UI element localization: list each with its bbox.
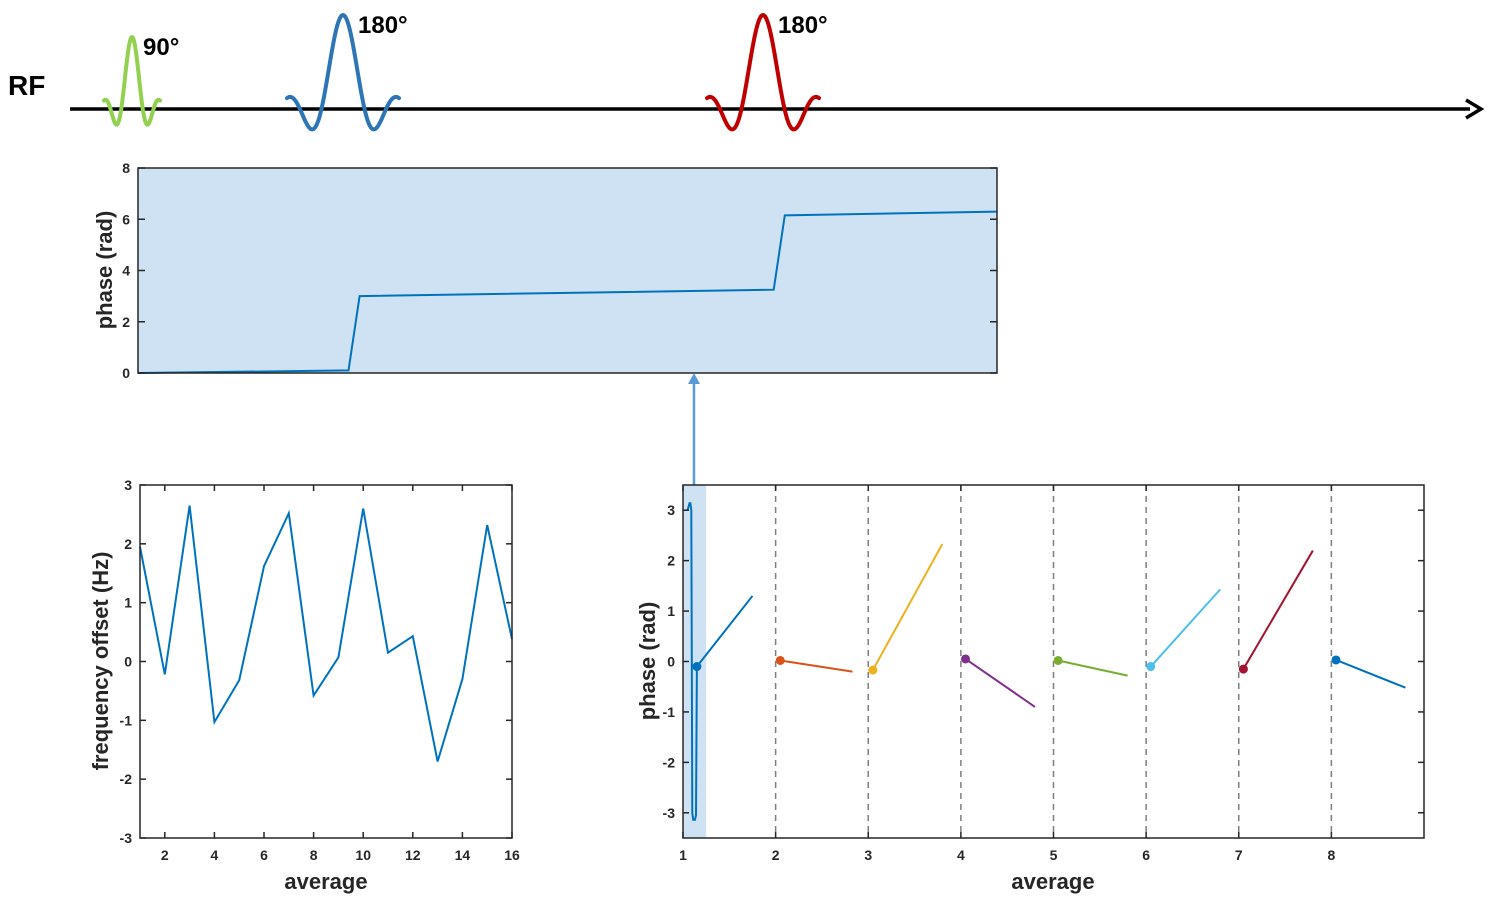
phase-evolution-ytick-label: 2 [122, 314, 130, 330]
phase-per-average-xtick-label: 4 [957, 847, 965, 863]
frequency-offset-xtick-label: 8 [310, 847, 318, 863]
phase-per-average-xtick-label: 6 [1142, 847, 1150, 863]
phase-evolution-ytick-label: 6 [122, 211, 130, 227]
phase-evolution-plot-background [138, 168, 997, 373]
frequency-offset-xtick-label: 4 [211, 847, 219, 863]
phase-evolution-chart: 0 2 4 6 8 phase (rad) [92, 160, 998, 381]
pulse-90-label: 90° [143, 34, 179, 61]
frequency-offset-ytick-label: -1 [120, 712, 133, 728]
frequency-offset-line [139, 505, 513, 762]
rf-pulse-180-second [705, 13, 821, 132]
frequency-offset-ytick-label: 3 [124, 477, 132, 493]
rf-axis-arrowhead [1465, 98, 1485, 120]
phase-start-point-4 [961, 654, 971, 664]
phase-segment-6 [1150, 588, 1221, 668]
rf-label: RF [8, 70, 45, 101]
pulse-180-second-label: 180° [778, 12, 828, 39]
zoom-connector-arrow [688, 373, 700, 485]
frequency-offset-ytick-label: 2 [124, 536, 132, 552]
phase-segment-5 [1057, 659, 1128, 677]
frequency-offset-xtick-label: 14 [455, 847, 471, 863]
phase-evolution-ytick-label: 0 [122, 365, 130, 381]
phase-per-average-ytick-label: -3 [663, 805, 676, 821]
phase-evolution-line [137, 210, 998, 374]
highlight-band [683, 485, 707, 838]
rf-pulse-180-first [285, 13, 401, 132]
phase-evolution-ytick-label: 8 [122, 160, 130, 176]
phase-per-average-ytick-label: 3 [667, 502, 675, 518]
phase-segment-3 [872, 543, 944, 671]
frequency-offset-ylabel: frequency offset (Hz) [88, 552, 113, 771]
phase-segment-2 [780, 659, 853, 673]
frequency-offset-xtick-label: 16 [504, 847, 520, 863]
phase-segment-7 [1242, 550, 1314, 670]
phase-per-average-xtick-label: 8 [1327, 847, 1335, 863]
phase-per-average-chart: -3 -2 -1 0 1 2 3 1 2 3 4 5 6 7 8 average phase (rad) [635, 484, 1425, 894]
phase-per-average-ytick-label: 1 [667, 603, 675, 619]
phase-per-average-ylabel: phase (rad) [635, 602, 660, 721]
phase-start-point-1 [692, 662, 702, 672]
rf-pulse-90 [102, 35, 162, 127]
phase-per-average-ytick-label: -1 [663, 704, 676, 720]
phase-start-point-3 [868, 665, 878, 675]
phase-segment-1 [696, 595, 754, 668]
phase-per-average-xtick-label: 3 [864, 847, 872, 863]
phase-per-average-xtick-label: 1 [679, 847, 687, 863]
pulse-180-first-label: 180° [358, 12, 408, 39]
phase-start-point-2 [775, 655, 785, 665]
phase-per-average-xtick-label: 7 [1235, 847, 1243, 863]
phase-start-point-8 [1331, 655, 1341, 665]
phase-per-average-xtick-label: 5 [1050, 847, 1058, 863]
phase-start-point-7 [1238, 664, 1248, 674]
frequency-offset-xtick-label: 2 [161, 847, 169, 863]
phase-start-point-6 [1146, 662, 1156, 672]
rf-diagram: RF 90° 180° 180° [8, 12, 1485, 132]
frequency-offset-xtick-label: 12 [405, 847, 421, 863]
phase-per-average-ytick-label: 0 [667, 654, 675, 670]
frequency-offset-ytick-label: -2 [120, 771, 133, 787]
phase-per-average-xlabel: average [1011, 869, 1094, 894]
connector-arrowhead [688, 373, 700, 384]
frequency-offset-xtick-label: 6 [260, 847, 268, 863]
frequency-offset-xlabel: average [284, 869, 367, 894]
frequency-offset-xtick-label: 10 [355, 847, 371, 863]
phase-evolution-ytick-label: 4 [122, 263, 130, 279]
frequency-offset-ytick-label: -3 [120, 830, 133, 846]
frequency-offset-ytick-label: 0 [124, 654, 132, 670]
phase-per-average-ytick-label: 2 [667, 553, 675, 569]
phase-segment-4 [964, 658, 1036, 708]
phase-evolution-ylabel: phase (rad) [92, 211, 117, 330]
phase-per-average-xtick-label: 2 [772, 847, 780, 863]
phase-wrap-trace [686, 502, 698, 821]
frequency-offset-frame [139, 484, 513, 839]
phase-per-average-ytick-label: -2 [663, 754, 676, 770]
phase-segment-8 [1335, 659, 1406, 689]
phase-start-point-5 [1053, 655, 1063, 665]
frequency-offset-ytick-label: 1 [124, 595, 132, 611]
